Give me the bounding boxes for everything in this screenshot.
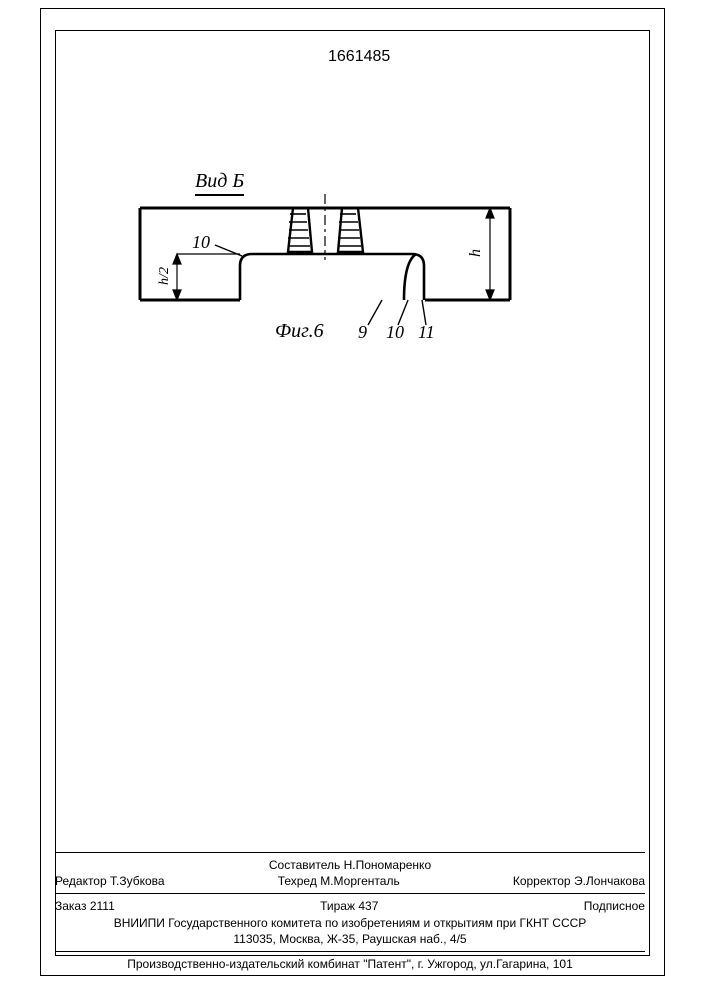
compiler-name: Н.Пономаренко — [344, 858, 432, 872]
order-label: Заказ — [55, 899, 86, 913]
doc-number: 1661485 — [328, 48, 390, 66]
printer-line: Производственно-издательский комбинат "П… — [55, 956, 645, 972]
corrector-label: Корректор — [513, 874, 571, 888]
colophon: Составитель Н.Пономаренко Редактор Т.Зуб… — [55, 848, 645, 972]
techred-label: Техред — [278, 874, 317, 888]
tirazh-no: 437 — [358, 899, 378, 913]
dim-h: h — [467, 249, 485, 257]
dim-h2: h/2 — [157, 267, 173, 285]
figure-caption: Фиг.6 — [275, 320, 324, 343]
ref-10-right: 10 — [386, 322, 404, 343]
ref-9: 9 — [358, 322, 367, 343]
ref-11: 11 — [418, 322, 435, 343]
editor-label: Редактор — [55, 874, 107, 888]
compiler-label: Составитель — [269, 858, 340, 872]
inner-border — [55, 30, 650, 956]
corrector-name: Э.Лончакова — [574, 874, 645, 888]
podpisnoe: Подписное — [584, 898, 645, 914]
figure-drawing — [120, 200, 530, 340]
order-no: 2111 — [90, 899, 115, 913]
org-line1: ВНИИПИ Государственного комитета по изоб… — [55, 915, 645, 931]
tirazh-label: Тираж — [320, 899, 355, 913]
view-label: Вид Б — [195, 170, 244, 196]
org-line2: 113035, Москва, Ж-35, Раушская наб., 4/5 — [55, 931, 645, 947]
ref-10-left: 10 — [192, 232, 210, 253]
techred-name: М.Моргенталь — [320, 874, 400, 888]
editor-name: Т.Зубкова — [110, 874, 165, 888]
